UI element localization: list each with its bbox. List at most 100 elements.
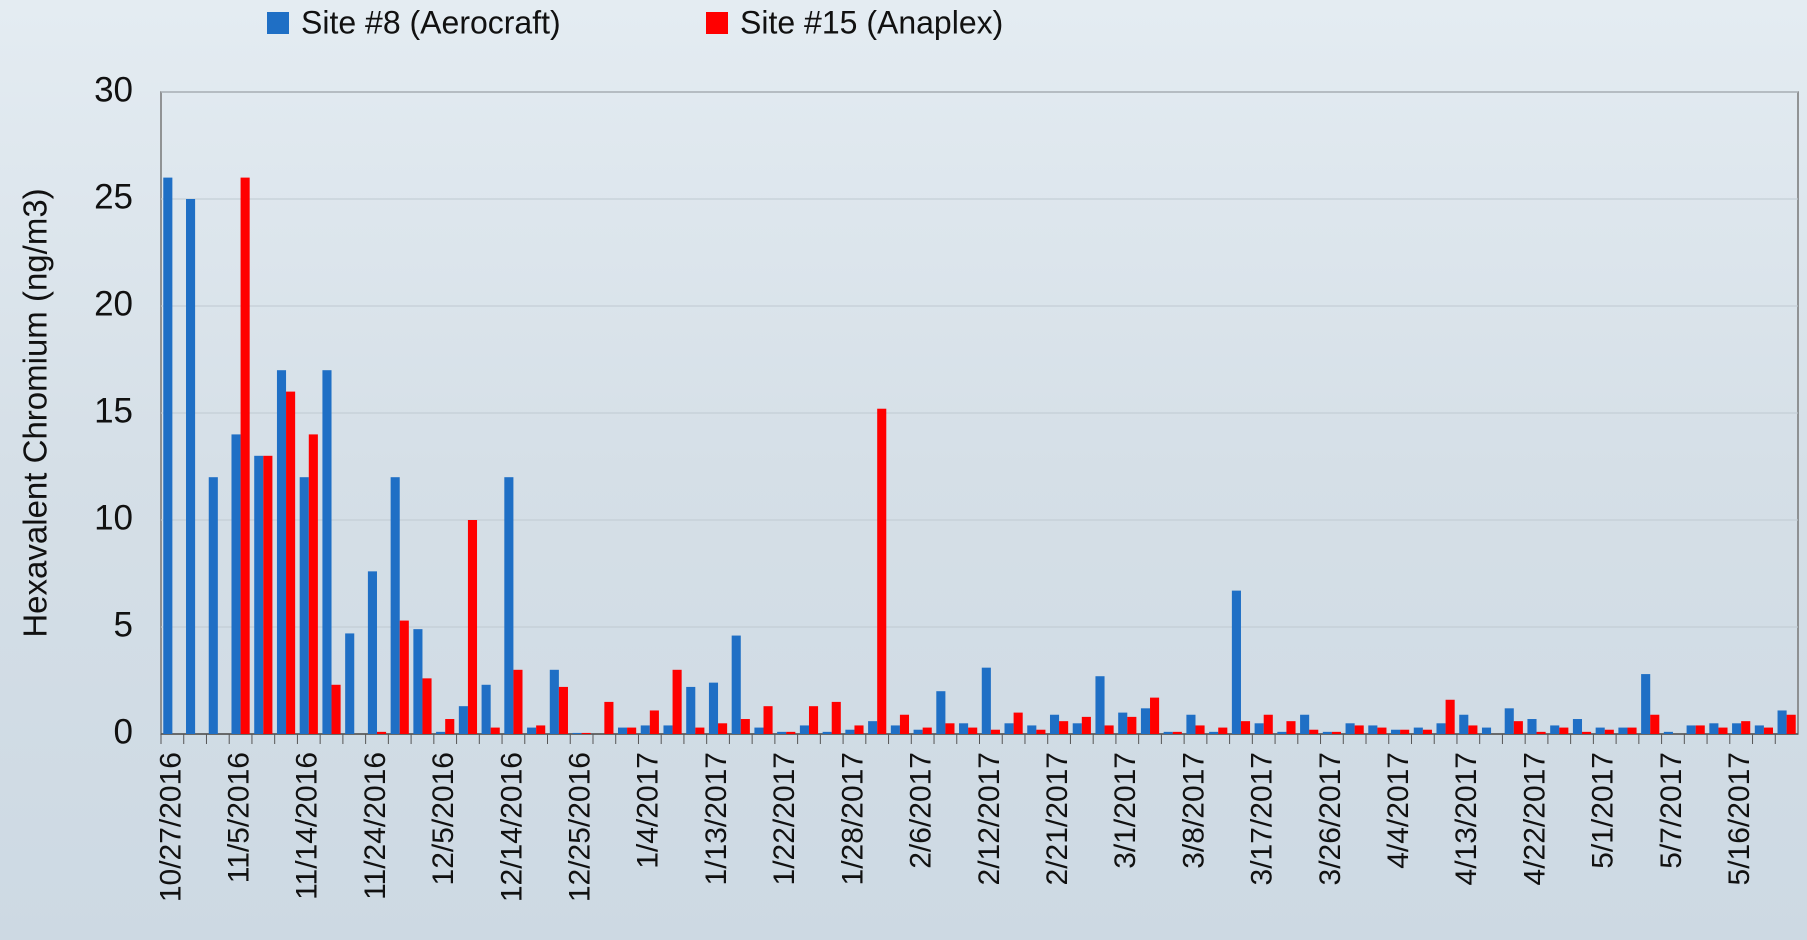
bar (1163, 731, 1173, 734)
bar (1368, 725, 1378, 734)
bar (1754, 725, 1764, 734)
bar (481, 684, 491, 734)
bar (1650, 714, 1660, 734)
x-tick-label: 5/1/2017 (1587, 752, 1620, 869)
bar (549, 669, 559, 734)
bar (1459, 714, 1469, 734)
bar (1627, 727, 1637, 734)
bar (822, 731, 832, 734)
bar (936, 691, 946, 734)
bar (1036, 729, 1046, 734)
x-tick-label: 1/28/2017 (836, 752, 869, 885)
bar (640, 725, 650, 734)
bar (981, 667, 991, 734)
bar (1140, 708, 1151, 734)
bar (390, 477, 400, 734)
x-tick-label: 5/16/2017 (1723, 752, 1756, 885)
bar (890, 725, 900, 734)
bar (990, 729, 1000, 734)
legend-label: Site #8 (Aerocraft) (301, 4, 561, 40)
bar (1786, 714, 1796, 734)
bar (1331, 731, 1342, 734)
bar (922, 727, 932, 734)
bar (708, 682, 719, 734)
bar (1095, 676, 1105, 734)
bar (1118, 712, 1128, 734)
bar (968, 727, 978, 734)
bar (186, 199, 196, 734)
bar (422, 678, 432, 734)
bar (208, 477, 218, 734)
bar (1527, 719, 1537, 734)
bar (1604, 729, 1614, 734)
x-tick-label: 3/17/2017 (1246, 752, 1279, 885)
bar (513, 669, 523, 734)
bar (1195, 725, 1205, 734)
bar (1422, 729, 1432, 734)
bar (663, 725, 673, 734)
bar (1277, 731, 1287, 734)
bar (1150, 697, 1160, 734)
x-tick-label: 11/5/2016 (222, 752, 255, 883)
bar (376, 731, 387, 734)
bar (367, 571, 377, 734)
bar (1550, 725, 1560, 734)
bar (1436, 723, 1446, 734)
bar (877, 408, 887, 734)
bar (1059, 721, 1069, 734)
bar (786, 731, 796, 734)
bar (490, 727, 500, 734)
bar (1209, 731, 1219, 734)
bar (413, 629, 423, 734)
bar (672, 669, 682, 734)
bar (558, 686, 568, 734)
x-tick-label: 10/27/2016 (154, 752, 187, 902)
bar (1763, 727, 1773, 734)
bar (458, 706, 468, 734)
legend-swatch (706, 12, 728, 34)
bar (1104, 725, 1114, 734)
x-tick-label: 5/7/2017 (1655, 752, 1688, 869)
y-axis-title: Hexavalent Chromium (ng/m3) (17, 188, 54, 637)
bar (1218, 727, 1228, 734)
bar (731, 635, 741, 734)
bar (831, 701, 841, 734)
bar (1513, 721, 1523, 734)
x-tick-label: 11/14/2016 (291, 752, 324, 900)
bar (331, 684, 341, 734)
bar (1377, 727, 1387, 734)
bar (276, 370, 287, 734)
bar (799, 725, 809, 734)
bar (436, 731, 446, 734)
x-tick-label: 4/4/2017 (1382, 752, 1415, 869)
bar (627, 727, 637, 734)
bar (913, 729, 923, 734)
x-tick-label: 3/8/2017 (1177, 752, 1210, 869)
y-tick-label: 15 (94, 391, 133, 430)
legend-swatch (267, 12, 289, 34)
bar (1777, 710, 1787, 734)
bar (1741, 721, 1751, 734)
bar (1400, 729, 1410, 734)
bar (1231, 590, 1241, 734)
bar (695, 727, 705, 734)
bar (1186, 714, 1196, 734)
bar (1263, 714, 1273, 734)
bar (1172, 731, 1182, 734)
bar (740, 719, 750, 734)
x-tick-label: 2/6/2017 (905, 752, 938, 869)
y-tick-label: 20 (94, 284, 133, 323)
bar (604, 701, 614, 734)
bar (322, 370, 332, 734)
bar (1013, 712, 1023, 734)
bar (1354, 725, 1364, 734)
bar (754, 727, 764, 734)
bar (536, 725, 546, 734)
bar (1286, 721, 1296, 734)
y-tick-label: 25 (94, 177, 133, 216)
x-tick-label: 2/21/2017 (1041, 752, 1074, 885)
bar (899, 714, 910, 734)
bar (808, 706, 819, 734)
bar (1718, 727, 1728, 734)
bar (1254, 723, 1264, 734)
